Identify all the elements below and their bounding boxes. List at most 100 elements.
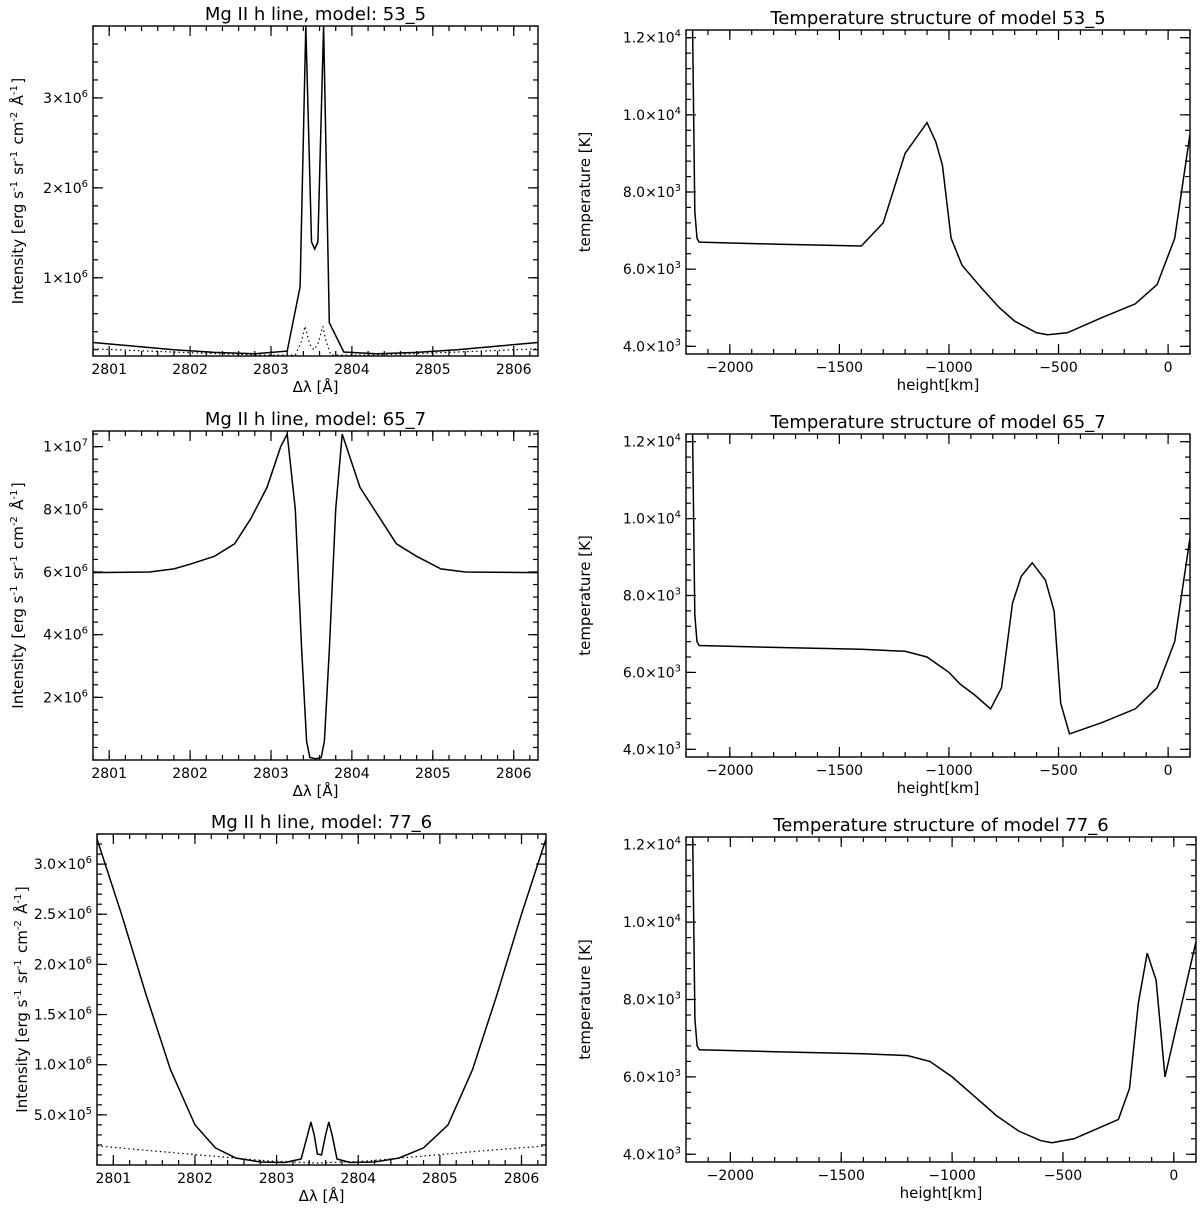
chart-2-xtick-label: 2801 (91, 766, 127, 782)
chart-3-xlabel: height[km] (897, 779, 980, 797)
chart-0-title: Mg II h line, model: 53_5 (205, 4, 426, 25)
chart-5-plot-frame (685, 836, 1197, 1163)
chart-4-ytick-label: 1.0×106 (34, 1056, 92, 1074)
chart-5-xtick-label: −1000 (928, 1168, 975, 1184)
chart-2-ytick-label: 1×107 (43, 438, 88, 456)
chart-2-ytick-label: 6×106 (43, 563, 88, 581)
chart-1-xtick-label: −1000 (925, 360, 972, 376)
chart-3-xtick-label: −1500 (816, 763, 863, 779)
chart-4-ytick-label: 5.0×105 (34, 1106, 92, 1124)
chart-4-ylabel: Intensity [erg s-1 sr-1 cm-2 Å-1 ] (12, 886, 31, 1112)
panel-mg-ii-53-5: Mg II h line, model: 53_5 2801 2802 2803 280… (8, 4, 539, 396)
chart-4-plot-frame (96, 833, 547, 1166)
chart-3-ytick-label: 1.0×104 (623, 510, 681, 528)
chart-0-xtick-label: 2806 (496, 362, 532, 378)
chart-1-ytick-label: 1.2×104 (623, 29, 681, 47)
chart-0-xlabel: Δλ [Å] (293, 377, 339, 396)
chart-3-ylabel: temperature [K] (576, 535, 594, 656)
chart-0-ytick-label: 2×106 (43, 179, 88, 197)
chart-4-ytick-label: 1.5×106 (34, 1006, 92, 1024)
chart-3-ytick-label: 1.2×104 (623, 433, 681, 451)
chart-2-title: Mg II h line, model: 65_7 (205, 409, 426, 430)
chart-4-xtick-label: 2804 (340, 1171, 376, 1187)
chart-5-xtick-label: −2000 (707, 1168, 754, 1184)
chart-2-xtick-label: 2802 (172, 766, 208, 782)
chart-4-xtick-label: 2802 (177, 1171, 213, 1187)
chart-1-ytick-label: 1.0×104 (623, 106, 681, 124)
chart-3-ytick-label: 6.0×103 (623, 663, 681, 681)
chart-3-plot-frame (685, 433, 1191, 758)
panel-temperature-65-7: Temperature structure of model 65_7 −2000… (576, 412, 1191, 797)
chart-3-title: Temperature structure of model 65_7 (769, 412, 1105, 433)
chart-4-series-solid-line (97, 838, 546, 1164)
chart-1-xtick-label: −2000 (706, 360, 753, 376)
chart-3-xtick-label: 0 (1164, 763, 1173, 779)
chart-4-ytick-label: 2.0×106 (34, 955, 92, 973)
chart-5-ytick-label: 8.0×103 (623, 991, 681, 1009)
chart-4-xtick-label: 2806 (504, 1171, 540, 1187)
chart-4-title: Mg II h line, model: 77_6 (211, 812, 432, 833)
chart-0-ylabel: Intensity [erg s-1 sr-1 cm-2 Å-1 ] (8, 78, 27, 304)
chart-0-ytick-label: 1×106 (43, 269, 88, 287)
chart-1-xlabel: height[km] (897, 376, 980, 394)
chart-2-ytick-label: 2×106 (43, 688, 88, 706)
chart-1-plot-frame (685, 29, 1191, 355)
chart-1-ytick-label: 8.0×103 (623, 183, 681, 201)
chart-3-ytick-label: 8.0×103 (623, 587, 681, 605)
chart-2-ytick-label: 4×106 (43, 626, 88, 644)
chart-4-xlabel: Δλ [Å] (299, 1186, 345, 1205)
panel-temperature-77-6: Temperature structure of model 77_6 −2000… (576, 815, 1197, 1202)
panel-mg-ii-77-6: Mg II h line, model: 77_6 2801 2802 2803 280… (12, 812, 547, 1205)
chart-5-title: Temperature structure of model 77_6 (772, 815, 1108, 836)
chart-2-xtick-label: 2803 (253, 766, 289, 782)
chart-5-ytick-label: 4.0×103 (623, 1145, 681, 1163)
chart-2-xtick-label: 2806 (496, 766, 532, 782)
chart-5-xtick-label: 0 (1169, 1168, 1178, 1184)
chart-3-xtick-label: −1000 (925, 763, 972, 779)
chart-4-series-dotted-line (97, 1145, 546, 1164)
chart-3-xtick-label: −500 (1039, 763, 1077, 779)
chart-3-series-solid-line (691, 434, 1190, 735)
chart-2-xtick-label: 2804 (334, 766, 370, 782)
chart-1-title: Temperature structure of model 53_5 (769, 8, 1105, 29)
chart-5-xlabel: height[km] (900, 1184, 983, 1202)
chart-0-plot-frame (92, 25, 539, 357)
chart-2-xtick-label: 2805 (415, 766, 451, 782)
chart-5-ytick-label: 1.0×104 (623, 913, 681, 931)
chart-1-ylabel: temperature [K] (576, 132, 594, 253)
chart-5-series-solid-line (691, 837, 1196, 1144)
chart-0-xtick-label: 2803 (253, 362, 289, 378)
chart-2-ylabel: Intensity [erg s-1 sr-1 cm-2 Å-1 ] (8, 482, 27, 708)
chart-5-xtick-label: −500 (1044, 1168, 1082, 1184)
chart-5-xtick-label: −1500 (818, 1168, 865, 1184)
chart-5-ytick-label: 1.2×104 (623, 836, 681, 854)
chart-2-plot-frame (92, 430, 539, 761)
chart-0-xtick-label: 2804 (334, 362, 370, 378)
chart-3-xtick-label: −2000 (706, 763, 753, 779)
chart-2-xlabel: Δλ [Å] (293, 781, 339, 800)
chart-4-xtick-label: 2805 (422, 1171, 458, 1187)
panel-temperature-53-5: Temperature structure of model 53_5 −2000… (576, 8, 1191, 394)
chart-0-xtick-label: 2802 (172, 362, 208, 378)
chart-2-series-solid-line (93, 431, 538, 760)
chart-0-series-solid-line (93, 26, 538, 355)
panel-mg-ii-65-7: Mg II h line, model: 65_7 2801 2802 2803 280… (8, 409, 539, 800)
chart-4-xtick-label: 2803 (259, 1171, 295, 1187)
chart-1-ytick-label: 6.0×103 (623, 260, 681, 278)
chart-4-xtick-label: 2801 (96, 1171, 132, 1187)
chart-1-series-solid-line (691, 30, 1190, 336)
chart-3-ytick-label: 4.0×103 (623, 740, 681, 758)
chart-2-ytick-label: 8×106 (43, 500, 88, 518)
chart-0-series-dotted-line (93, 326, 538, 356)
chart-5-ytick-label: 6.0×103 (623, 1068, 681, 1086)
chart-5-ylabel: temperature [K] (576, 939, 594, 1060)
chart-0-ytick-label: 3×106 (43, 89, 88, 107)
chart-0-xtick-label: 2801 (91, 362, 127, 378)
chart-4-ytick-label: 3.0×106 (34, 855, 92, 873)
chart-1-xtick-label: −1500 (816, 360, 863, 376)
chart-0-xtick-label: 2805 (415, 362, 451, 378)
chart-1-ytick-label: 4.0×103 (623, 337, 681, 355)
chart-1-xtick-label: −500 (1039, 360, 1077, 376)
chart-4-ytick-label: 2.5×106 (34, 905, 92, 923)
